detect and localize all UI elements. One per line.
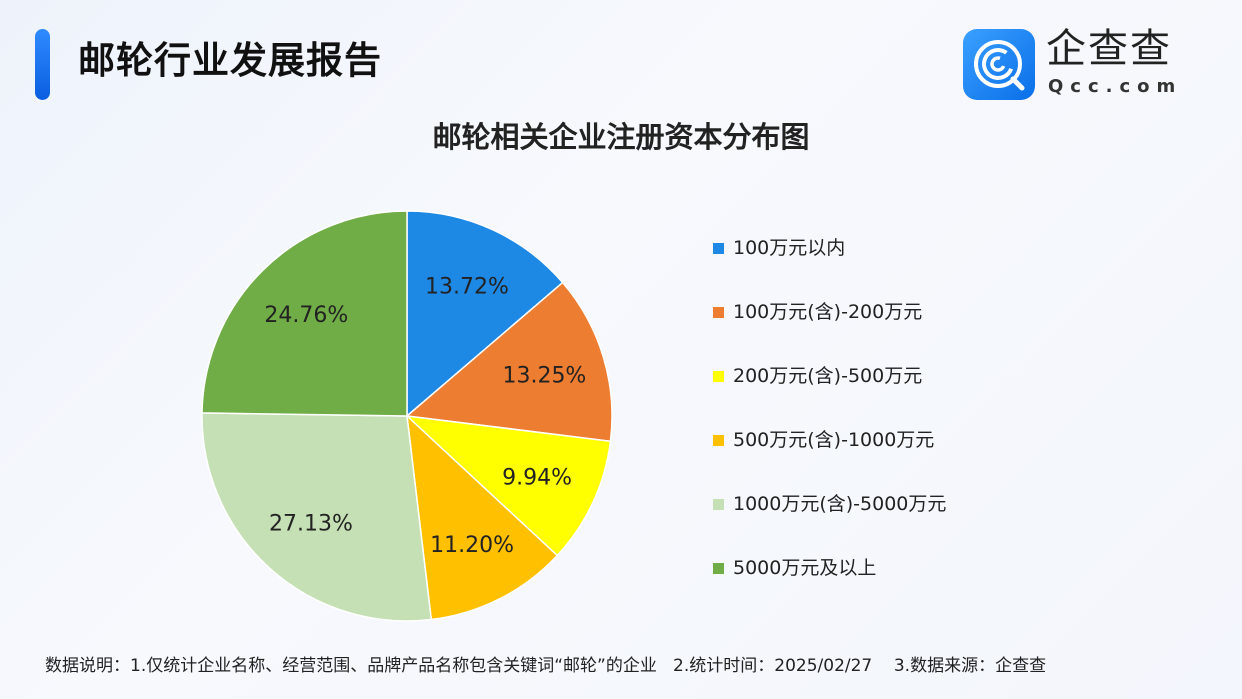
legend-label: 100万元以内 — [733, 237, 846, 259]
legend-item: 100万元(含)-200万元 — [713, 280, 946, 344]
chart-legend: 100万元以内 100万元(含)-200万元 200万元(含)-500万元 500万元… — [713, 216, 946, 600]
legend-swatch — [713, 370, 724, 382]
pie-slice — [201, 412, 433, 622]
footer-note: 数据说明：1.仅统计企业名称、经营范围、品牌产品名称包含关键词“邮轮”的企业 2… — [45, 656, 1047, 676]
chart-title: 邮轮相关企业注册资本分布图 — [432, 120, 810, 154]
legend-label: 500万元(含)-1000万元 — [733, 429, 935, 451]
legend-item: 500万元(含)-1000万元 — [713, 408, 946, 472]
pie-slice — [201, 210, 408, 417]
legend-label: 200万元(含)-500万元 — [733, 365, 923, 387]
brand-domain: Qcc.com — [1048, 76, 1183, 97]
legend-label: 5000万元及以上 — [733, 557, 877, 579]
slice-data-label: 13.25% — [502, 364, 586, 389]
slice-data-label: 27.13% — [269, 512, 353, 537]
legend-swatch — [713, 498, 724, 510]
page-title: 邮轮行业发展报告 — [78, 39, 382, 82]
legend-swatch — [713, 242, 724, 254]
pie-slice — [404, 414, 612, 557]
brand-name: 企查查 — [1046, 26, 1172, 72]
legend-label: 100万元(含)-200万元 — [733, 301, 923, 323]
legend-swatch — [713, 434, 724, 446]
pie-slice — [405, 281, 613, 443]
legend-swatch — [713, 306, 724, 318]
slice-data-label: 11.20% — [430, 533, 514, 558]
legend-item: 5000万元及以上 — [713, 536, 946, 600]
legend-item: 100万元以内 — [713, 216, 946, 280]
title-accent-bar — [35, 29, 50, 100]
pie-slice — [406, 414, 559, 621]
qcc-logo-icon — [963, 29, 1035, 100]
legend-label: 1000万元(含)-5000万元 — [733, 493, 947, 515]
slice-data-label: 13.72% — [425, 275, 509, 300]
slice-data-label: 9.94% — [502, 466, 572, 491]
legend-item: 1000万元(含)-5000万元 — [713, 472, 946, 536]
legend-swatch — [713, 562, 724, 574]
pie-slice — [406, 210, 564, 418]
slice-data-label: 24.76% — [264, 303, 348, 328]
legend-item: 200万元(含)-500万元 — [713, 344, 946, 408]
